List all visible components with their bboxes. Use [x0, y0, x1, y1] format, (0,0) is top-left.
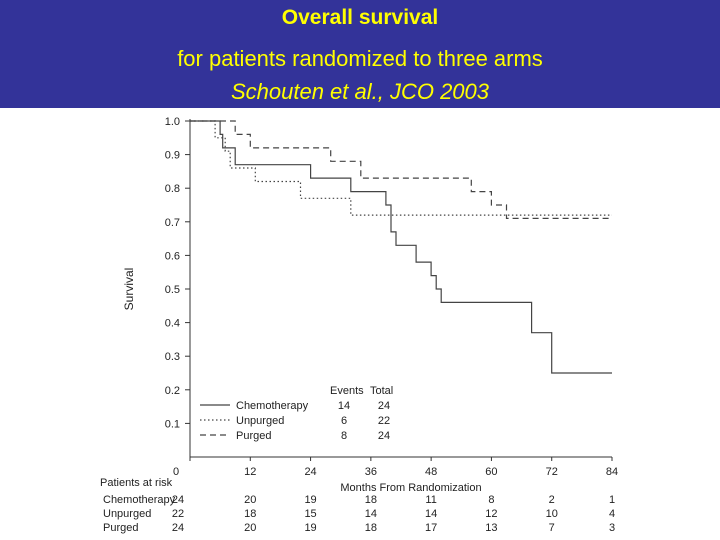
- risk-cell: 13: [485, 522, 497, 534]
- risk-cell: 7: [549, 522, 555, 534]
- curve-unpurged: [190, 120, 612, 216]
- y-tick-label: 0.9: [165, 150, 180, 162]
- y-tick-label: 0.2: [165, 385, 180, 397]
- y-tick-label: 0.8: [165, 183, 180, 195]
- x-tick-label: 24: [304, 466, 316, 478]
- legend-label: Unpurged: [236, 415, 284, 427]
- y-tick-label: 0.3: [165, 351, 180, 363]
- risk-cell: 14: [365, 508, 377, 520]
- risk-cell: 14: [425, 508, 437, 520]
- survival-chart: 0.10.20.30.40.50.60.70.80.91.00 12 24 36 48 6…: [100, 116, 618, 534]
- risk-cell: 8: [488, 494, 494, 506]
- legend-total: 22: [378, 415, 390, 427]
- legend-events: 8: [341, 430, 347, 442]
- risk-row-label: Unpurged: [103, 508, 151, 520]
- survival-curves: [190, 120, 612, 374]
- legend-total: 24: [378, 400, 390, 412]
- chart-axes: 0.1 0.2 0.3 0.4 0.5 0.6 0.7 0.8 0.9 1.0 0 12 24 36 48 6…: [122, 116, 618, 494]
- risk-cell: 19: [304, 522, 316, 534]
- y-axis-label: Survival: [122, 268, 136, 311]
- legend-header-total: Total: [370, 385, 393, 397]
- y-tick-label: 0.5: [165, 284, 180, 296]
- risk-cell: 3: [609, 522, 615, 534]
- x-axis-label: Months From Randomization: [340, 482, 481, 494]
- risk-table-title: Patients at risk: [100, 477, 173, 489]
- risk-cell: 15: [304, 508, 316, 520]
- x-tick-label: 12: [244, 466, 256, 478]
- slide-citation: Schouten et al., JCO 2003: [230, 79, 490, 104]
- x-tick-label: 48: [425, 466, 437, 478]
- risk-cell: 10: [546, 508, 558, 520]
- y-tick-label: 1.0: [165, 116, 180, 128]
- legend-total: 24: [378, 430, 390, 442]
- risk-cell: 22: [172, 508, 184, 520]
- risk-cell: 11: [425, 494, 436, 506]
- risk-cell: 4: [609, 508, 615, 520]
- risk-row-label: Purged: [103, 522, 138, 534]
- y-tick-label: 0.4: [165, 318, 180, 330]
- y-tick-label: 0.7: [165, 217, 180, 229]
- legend-label: Purged: [236, 430, 271, 442]
- chart-legend: Events Total Chemotherapy 14 24 Unpurged 6 22 Pu…: [200, 385, 393, 442]
- legend-label: Chemotherapy: [236, 400, 309, 412]
- x-tick-label: 60: [485, 466, 497, 478]
- risk-cell: 18: [365, 494, 377, 506]
- legend-events: 14: [338, 400, 350, 412]
- risk-cell: 2: [549, 494, 555, 506]
- risk-cell: 20: [244, 522, 256, 534]
- curve-chemotherapy: [190, 120, 612, 374]
- legend-header-events: Events: [330, 385, 364, 397]
- risk-cell: 20: [244, 494, 256, 506]
- legend-events: 6: [341, 415, 347, 427]
- risk-cell: 18: [365, 522, 377, 534]
- x-tick-label: 72: [546, 466, 558, 478]
- x-tick-label: 36: [365, 466, 377, 478]
- risk-row-label: Chemotherapy: [103, 494, 176, 506]
- risk-cell: 24: [172, 522, 184, 534]
- title-banner: Overall survival for patients randomized…: [0, 0, 720, 108]
- x-tick-label: 84: [606, 466, 618, 478]
- risk-cell: 18: [244, 508, 256, 520]
- risk-cell: 12: [485, 508, 497, 520]
- curve-purged: [190, 120, 612, 219]
- risk-cell: 24: [172, 494, 184, 506]
- x-tick-label: 0: [173, 466, 179, 478]
- risk-cell: 1: [609, 494, 615, 506]
- y-tick-label: 0.6: [165, 250, 180, 262]
- slide-title: Overall survival: [281, 6, 439, 29]
- slide-subtitle: for patients randomized to three arms: [177, 46, 543, 71]
- risk-cell: 19: [304, 494, 316, 506]
- risk-cell: 17: [425, 522, 437, 534]
- y-tick-label: 0.1: [165, 418, 180, 430]
